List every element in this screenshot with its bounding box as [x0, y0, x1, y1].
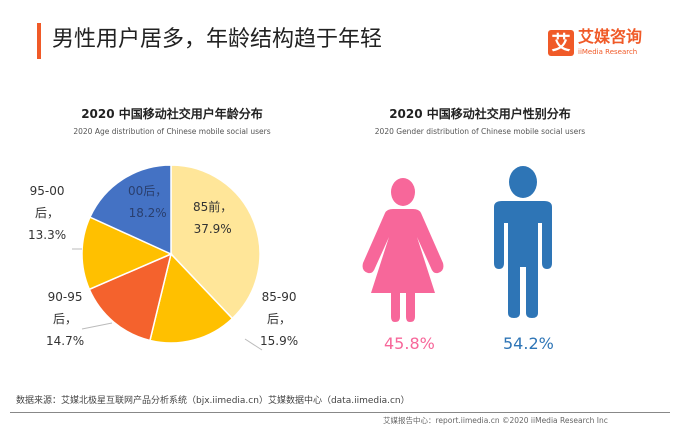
slice-label: 95-00 [29, 184, 65, 198]
pie-slice-4 [89, 164, 172, 256]
logo-icon: 艾 [548, 30, 574, 56]
slice-label: 85前， [193, 200, 233, 214]
pie-slice-3 [81, 216, 173, 291]
slice-label: 后， [267, 312, 292, 326]
gender-chart-subtitle: 2020 Gender distribution of Chinese mobi… [374, 127, 586, 136]
slice-label: 00后， [128, 184, 168, 198]
female-icon [362, 178, 444, 322]
slice-label: 90-95 [47, 290, 83, 304]
slice-value: 13.3% [28, 228, 67, 242]
label-90-95: 90-95 后， 14.7% [46, 286, 84, 352]
leader-line-90-95 [81, 322, 113, 330]
label-00-after: 00后， 18.2% [128, 180, 167, 224]
footer-credit: 艾媒报告中心：report.iimedia.cn ©2020 iiMedia R… [383, 416, 608, 425]
slice-label: 85-90 [261, 290, 297, 304]
leader-line-85-90 [244, 338, 263, 351]
female-percentage: 45.8% [384, 334, 435, 353]
slice-value: 14.7% [46, 334, 85, 348]
logo-text-en: iiMedia Research [578, 48, 638, 56]
pie-slice-0 [170, 164, 261, 320]
label-95-00: 95-00 后， 13.3% [28, 180, 66, 246]
male-percentage: 54.2% [503, 334, 554, 353]
slice-value: 18.2% [128, 206, 167, 220]
footer-divider [10, 412, 670, 413]
slice-value: 15.9% [260, 334, 299, 348]
slice-label: 后， [53, 312, 78, 326]
logo-text-cn: 艾媒咨询 [578, 27, 643, 46]
slice-label: 后， [35, 206, 60, 220]
title-accent-bar [37, 23, 41, 59]
data-source: 数据来源：艾媒北极星互联网产品分析系统（bjx.iimedia.cn）艾媒数据中… [16, 396, 410, 406]
label-85-before: 85前， 37.9% [193, 196, 232, 240]
male-icon [494, 166, 552, 318]
age-chart-title: 2020 中国移动社交用户年龄分布 [81, 107, 263, 121]
age-chart-subtitle: 2020 Age distribution of Chinese mobile … [73, 127, 271, 136]
label-85-90: 85-90 后， 15.9% [260, 286, 298, 352]
slice-value: 37.9% [193, 222, 232, 236]
pie-slice-2 [88, 252, 173, 342]
page-title: 男性用户居多，年龄结构趋于年轻 [52, 27, 383, 52]
gender-chart-title: 2020 中国移动社交用户性别分布 [389, 107, 571, 121]
pie-slice-1 [149, 252, 234, 344]
